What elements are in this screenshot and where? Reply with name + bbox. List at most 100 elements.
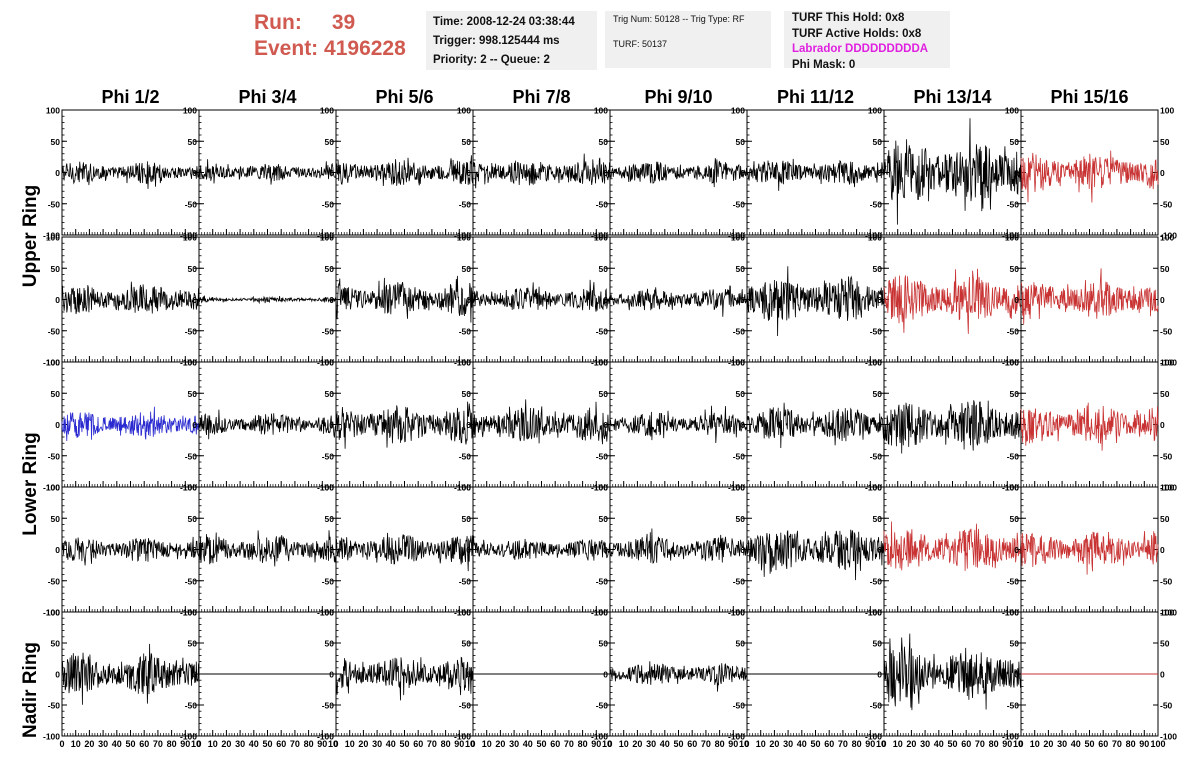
y-tick-label: 0	[1014, 168, 1019, 178]
x-tick-label: 90	[728, 739, 738, 749]
y-tick-label: -50	[185, 326, 198, 336]
y-tick-label: 0	[1014, 670, 1019, 680]
waveform-trace	[609, 405, 748, 444]
y-tick-label: 0	[466, 420, 471, 430]
y-tick-label: 0	[192, 168, 197, 178]
x-tick-label: 50	[1084, 739, 1094, 749]
phi-header-3: Phi 5/6	[375, 87, 434, 107]
y-tick-label: 0	[740, 545, 745, 555]
y-tick-label-right: -50	[1160, 451, 1173, 461]
y-tick-label-right: 100	[1160, 106, 1174, 116]
y-tick-label: -50	[48, 326, 61, 336]
y-tick-label: 100	[183, 608, 197, 618]
x-tick-label: 30	[235, 739, 245, 749]
phi-header-7: Phi 13/14	[913, 87, 992, 107]
waveform-trace	[609, 285, 748, 317]
y-tick-label-right: 50	[1160, 264, 1170, 274]
x-tick-label: 20	[769, 739, 779, 749]
waveform-trace	[1020, 530, 1159, 575]
y-tick-label: -50	[1007, 451, 1020, 461]
waveform-trace	[472, 535, 611, 561]
y-tick-label: 50	[51, 639, 61, 649]
y-tick-label: -100	[728, 231, 745, 241]
y-tick-label: -100	[43, 358, 60, 368]
y-tick-label: 100	[731, 358, 745, 368]
run-value: 39	[331, 11, 356, 34]
x-tick-label: 20	[221, 739, 231, 749]
y-tick-label: -100	[1002, 231, 1019, 241]
y-tick-label: 100	[457, 106, 471, 116]
y-tick-label: 100	[868, 483, 882, 493]
waveform-trace	[883, 521, 1022, 571]
y-tick-label-right: -100	[1160, 231, 1177, 241]
waveform-trace	[746, 266, 885, 337]
y-tick-label-right: 0	[1160, 545, 1165, 555]
y-tick-label: -50	[733, 451, 746, 461]
panel-r0-c6: 100 50 0 -50 -100	[865, 106, 1022, 241]
y-tick-label: 100	[457, 358, 471, 368]
x-tick-label: 30	[98, 739, 108, 749]
y-tick-label: 100	[731, 233, 745, 243]
waveform-trace	[61, 161, 200, 189]
x-tick-label: 40	[797, 739, 807, 749]
y-tick-label: 50	[325, 639, 335, 649]
y-tick-label: 100	[731, 608, 745, 618]
y-tick-label: 0	[603, 420, 608, 430]
waveform-trace	[746, 158, 885, 191]
turf-info-box: TURF This Hold: 0x8 TURF Active Holds: 0…	[784, 11, 950, 71]
y-tick-label: -50	[870, 199, 883, 209]
x-tick-label: 10	[465, 739, 475, 749]
y-tick-label: -50	[1007, 199, 1020, 209]
y-tick-label: 0	[740, 420, 745, 430]
y-tick-label: 0	[877, 295, 882, 305]
x-tick-label: 70	[290, 739, 300, 749]
waveform-trace	[198, 295, 337, 305]
y-tick-label: 0	[466, 545, 471, 555]
waveform-trace	[883, 633, 1022, 711]
y-tick-label: 100	[457, 233, 471, 243]
y-tick-label: -50	[733, 576, 746, 586]
panel-r1-c5: 100 50 0 -50 -100	[728, 233, 885, 368]
panel-r4-c2: 100 50 0 -50 -100	[317, 608, 474, 742]
y-tick-label: 50	[1010, 137, 1020, 147]
panel-r2-c0: 100 50 0 -50 -100	[43, 358, 200, 493]
x-tick-label: 50	[536, 739, 546, 749]
y-tick-label: -100	[591, 231, 608, 241]
x-tick-label: 0	[59, 739, 64, 749]
y-tick-label: -100	[728, 732, 745, 742]
y-tick-label: -50	[596, 701, 609, 711]
y-tick-label: 100	[46, 233, 60, 243]
y-tick-label: 100	[868, 608, 882, 618]
x-tick-label: 90	[591, 739, 601, 749]
y-tick-label-right: 100	[1160, 233, 1174, 243]
y-tick-label: 50	[873, 389, 883, 399]
y-tick-label-right: 50	[1160, 389, 1170, 399]
x-tick-label: 40	[523, 739, 533, 749]
y-tick-label: -100	[43, 483, 60, 493]
trig-text: Trig Num: 50128 -- Trig Type: RF	[613, 14, 745, 24]
panel-r1-c2: 100 50 0 -50 -100	[317, 233, 474, 368]
y-tick-label: -50	[596, 576, 609, 586]
y-tick-label: 50	[462, 389, 472, 399]
y-tick-label: 0	[55, 168, 60, 178]
y-tick-label: -50	[322, 576, 335, 586]
phi-header-1: Phi 1/2	[101, 87, 160, 107]
panel-r0-c3: 100 50 0 -50 -100	[454, 106, 611, 241]
y-tick-label: -50	[185, 199, 198, 209]
waveform-trace	[335, 401, 474, 449]
event-value: 4196228	[324, 37, 406, 60]
y-tick-label: -100	[43, 732, 60, 742]
y-tick-label-right: -50	[1160, 326, 1173, 336]
y-tick-label: 0	[603, 168, 608, 178]
y-tick-label: 100	[320, 106, 334, 116]
y-tick-label: -100	[317, 231, 334, 241]
y-tick-label: 50	[188, 389, 198, 399]
y-tick-label: 50	[188, 264, 198, 274]
y-tick-label: -50	[459, 451, 472, 461]
y-tick-label: -50	[870, 576, 883, 586]
x-tick-label: 70	[427, 739, 437, 749]
